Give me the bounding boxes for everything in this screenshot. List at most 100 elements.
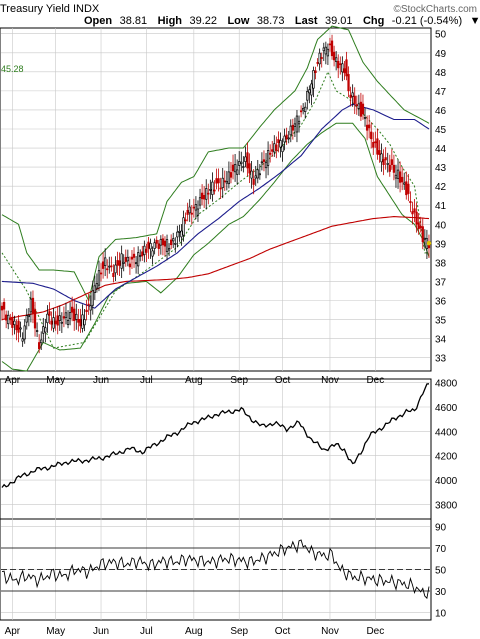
price-axis-tick-label: 37 bbox=[435, 277, 447, 288]
candlestick bbox=[324, 41, 327, 65]
price-axis-tick-label: 40 bbox=[435, 220, 447, 231]
candlestick bbox=[297, 115, 301, 133]
trailing-stop-line bbox=[1, 70, 429, 349]
candlestick bbox=[370, 122, 373, 149]
oscillator-axis-tick-label: 50 bbox=[435, 566, 447, 577]
price-axis-tick-label: 36 bbox=[435, 296, 447, 307]
candlestick bbox=[184, 212, 187, 224]
candlestick bbox=[211, 172, 214, 202]
price-axis-tick-label: 34 bbox=[435, 335, 447, 346]
month-tick-label: Apr bbox=[5, 375, 21, 386]
candlestick bbox=[236, 159, 239, 185]
last-label: Last bbox=[295, 15, 318, 27]
candlestick bbox=[128, 256, 132, 275]
candlestick bbox=[382, 149, 385, 176]
price-axis-tick-label: 48 bbox=[435, 68, 447, 79]
price-axis-tick-label: 38 bbox=[435, 258, 447, 269]
candlestick bbox=[308, 85, 311, 104]
candlestick bbox=[231, 154, 235, 180]
candlestick bbox=[0, 302, 4, 321]
candlestick bbox=[79, 308, 82, 333]
candlestick bbox=[116, 251, 119, 276]
candlestick bbox=[192, 198, 195, 218]
candlestick bbox=[403, 172, 406, 190]
candlestick bbox=[376, 128, 379, 160]
index-axis-tick-label: 4800 bbox=[435, 379, 458, 390]
month-tick-label: Nov bbox=[321, 626, 339, 637]
candlestick bbox=[40, 331, 43, 350]
candlestick bbox=[398, 161, 402, 193]
candlestick bbox=[285, 127, 288, 145]
candlestick bbox=[264, 153, 268, 179]
candlestick bbox=[126, 249, 129, 267]
month-tick-label: Apr bbox=[5, 626, 21, 637]
candlestick bbox=[240, 151, 243, 172]
month-tick-label: Jul bbox=[140, 626, 153, 637]
low-value: 38.73 bbox=[257, 15, 285, 27]
candlestick bbox=[137, 246, 140, 275]
candlestick bbox=[407, 174, 410, 202]
candlestick bbox=[176, 225, 179, 248]
price-axis-tick-label: 33 bbox=[435, 354, 447, 365]
month-tick-label: Oct bbox=[275, 626, 291, 637]
month-tick-label: Nov bbox=[321, 375, 339, 386]
tick-layer: Apr Apr May May Jun Jun Jul Jul Aug Aug Sep Sep Oct O… bbox=[5, 30, 458, 637]
candlestick bbox=[357, 94, 360, 116]
candlestick bbox=[409, 191, 412, 213]
oscillator-line bbox=[1, 539, 430, 600]
candlestick bbox=[349, 86, 352, 107]
candlestick bbox=[320, 52, 323, 68]
candlestick bbox=[71, 296, 74, 322]
price-axis-tick-label: 49 bbox=[435, 49, 447, 60]
candlestick bbox=[258, 164, 261, 180]
candlestick bbox=[279, 132, 282, 158]
candlestick bbox=[89, 295, 92, 321]
candlestick bbox=[130, 249, 134, 269]
candlestick bbox=[68, 302, 72, 326]
candlestick bbox=[58, 305, 61, 331]
price-axis-tick-label: 39 bbox=[435, 239, 447, 250]
candlestick bbox=[56, 305, 59, 335]
price-axis-tick-label: 46 bbox=[435, 106, 447, 117]
candlestick bbox=[302, 103, 305, 115]
watermark: ©StockCharts.com bbox=[393, 4, 477, 15]
candlestick bbox=[275, 136, 278, 159]
price-axis-tick-label: 50 bbox=[435, 30, 447, 41]
month-tick-label: Jun bbox=[93, 375, 109, 386]
candlestick bbox=[242, 156, 245, 173]
candlestick bbox=[35, 322, 39, 338]
candlestick bbox=[262, 150, 266, 172]
side-value-label: 45.28 bbox=[1, 64, 24, 74]
candlestick bbox=[85, 299, 88, 321]
candlestick bbox=[423, 229, 426, 249]
candlestick bbox=[388, 154, 391, 177]
candlestick bbox=[372, 132, 375, 155]
candlestick bbox=[318, 48, 321, 71]
candlestick bbox=[413, 199, 416, 223]
candlestick bbox=[155, 236, 158, 249]
open-value: 38.81 bbox=[120, 15, 148, 27]
candlestick bbox=[42, 317, 45, 343]
candlestick bbox=[283, 128, 286, 151]
candlestick bbox=[62, 306, 66, 328]
candlestick bbox=[120, 245, 123, 278]
candlestick bbox=[188, 199, 191, 222]
candlestick bbox=[363, 107, 367, 127]
candlestick bbox=[227, 161, 231, 189]
candlestick bbox=[295, 110, 299, 143]
candlestick bbox=[209, 179, 212, 200]
candlestick bbox=[326, 43, 330, 66]
candlestick bbox=[200, 184, 204, 206]
down-arrow-icon: ▼ bbox=[470, 15, 480, 27]
candlestick bbox=[147, 236, 150, 259]
candlestick bbox=[380, 143, 383, 172]
candlestick bbox=[337, 54, 340, 79]
low-label: Low bbox=[227, 15, 249, 27]
candlestick bbox=[77, 308, 80, 332]
candlestick bbox=[87, 293, 90, 315]
candlestick bbox=[368, 115, 371, 139]
candlestick bbox=[108, 256, 111, 274]
candlestick bbox=[161, 234, 165, 256]
candlestick bbox=[374, 131, 377, 148]
